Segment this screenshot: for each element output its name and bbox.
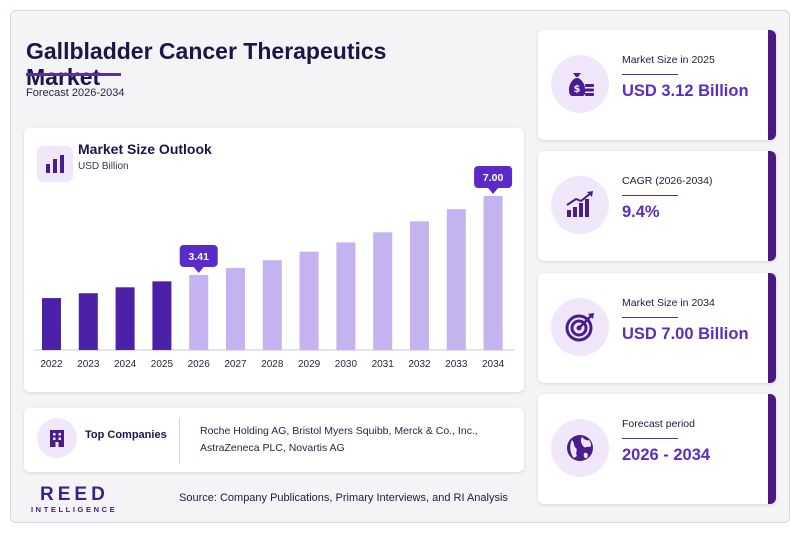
stat-label: CAGR (2026-2034) [622, 175, 713, 187]
page-subtitle: Forecast 2026-2034 [26, 87, 125, 99]
stat-value: 9.4% [622, 203, 660, 221]
building-icon [37, 418, 77, 458]
target-icon [551, 298, 609, 356]
stat-card-forecast-period: Forecast period 2026 - 2034 [538, 394, 776, 504]
stat-value: USD 7.00 Billion [622, 325, 749, 343]
x-tick-label: 2025 [151, 359, 174, 370]
bar-2027 [226, 267, 245, 350]
data-label: 3.41 [188, 251, 209, 263]
title-underline [26, 73, 121, 76]
x-tick-label: 2026 [188, 359, 211, 370]
stat-card-market-2025: $ Market Size in 2025 USD 3.12 Billion [538, 30, 776, 140]
bar-2029 [299, 251, 319, 350]
card-edge [768, 151, 776, 261]
source-note: Source: Company Publications, Primary In… [179, 492, 508, 504]
bar-2022 [42, 298, 61, 350]
chart-unit: USD Billion [78, 161, 129, 172]
companies-card [24, 408, 524, 472]
brand-logo-sub: INTELLIGENCE [31, 505, 118, 514]
x-tick-label: 2024 [114, 359, 137, 370]
chart-title: Market Size Outlook [78, 141, 212, 157]
stat-value: 2026 - 2034 [622, 446, 711, 464]
x-tick-label: 2032 [408, 359, 431, 370]
bar-2026 [189, 274, 209, 350]
x-tick-label: 2023 [77, 359, 100, 370]
stat-rule [622, 74, 678, 75]
stat-card-market-2034: Market Size in 2034 USD 7.00 Billion [538, 273, 776, 383]
x-tick-label: 2029 [298, 359, 321, 370]
bar-2025 [152, 281, 172, 350]
bar-2033 [446, 209, 466, 350]
stat-rule [622, 317, 678, 318]
bar-2028 [262, 260, 282, 350]
x-tick-label: 2028 [261, 359, 284, 370]
bar-2030 [336, 242, 356, 350]
companies-label: Top Companies [85, 429, 167, 441]
bar-2024 [115, 287, 135, 350]
stat-rule [622, 195, 678, 196]
bar-2023 [78, 293, 98, 350]
x-tick-label: 2030 [335, 359, 358, 370]
callout-2026: 3.41 [179, 244, 218, 273]
bar-chart-icon [37, 146, 73, 182]
bar-2031 [373, 232, 393, 350]
growth-chart-icon [551, 176, 609, 234]
companies-list: Roche Holding AG, Bristol Myers Squibb, … [200, 425, 478, 454]
stat-label: Market Size in 2025 [622, 54, 715, 66]
x-tick-label: 2022 [40, 359, 63, 370]
x-tick-label: 2034 [482, 359, 505, 370]
callout-2034: 7.00 [474, 166, 513, 194]
x-tick-label: 2033 [445, 359, 468, 370]
bar-2034 [483, 196, 503, 350]
stat-rule [622, 438, 678, 439]
data-label: 7.00 [483, 172, 504, 184]
stat-label: Market Size in 2034 [622, 297, 715, 309]
card-edge [768, 394, 776, 504]
x-tick-label: 2027 [224, 359, 247, 370]
bar-2032 [410, 221, 429, 350]
money-bag-icon: $ [551, 55, 609, 113]
svg-text:$: $ [574, 84, 581, 95]
x-tick-label: 2031 [372, 359, 395, 370]
bar-chart: 2022 2023 2024 2025 2026 2027 2028 2029 2030 2031… [34, 166, 514, 370]
companies-divider [179, 418, 180, 464]
card-edge [768, 30, 776, 140]
globe-icon [551, 419, 609, 477]
stat-card-cagr: CAGR (2026-2034) 9.4% [538, 151, 776, 261]
stat-label: Forecast period [622, 418, 695, 430]
card-edge [768, 273, 776, 383]
stat-value: USD 3.12 Billion [622, 82, 749, 100]
brand-logo: REED [40, 484, 109, 505]
page-title: Gallbladder Cancer Therapeutics Market [26, 38, 387, 90]
